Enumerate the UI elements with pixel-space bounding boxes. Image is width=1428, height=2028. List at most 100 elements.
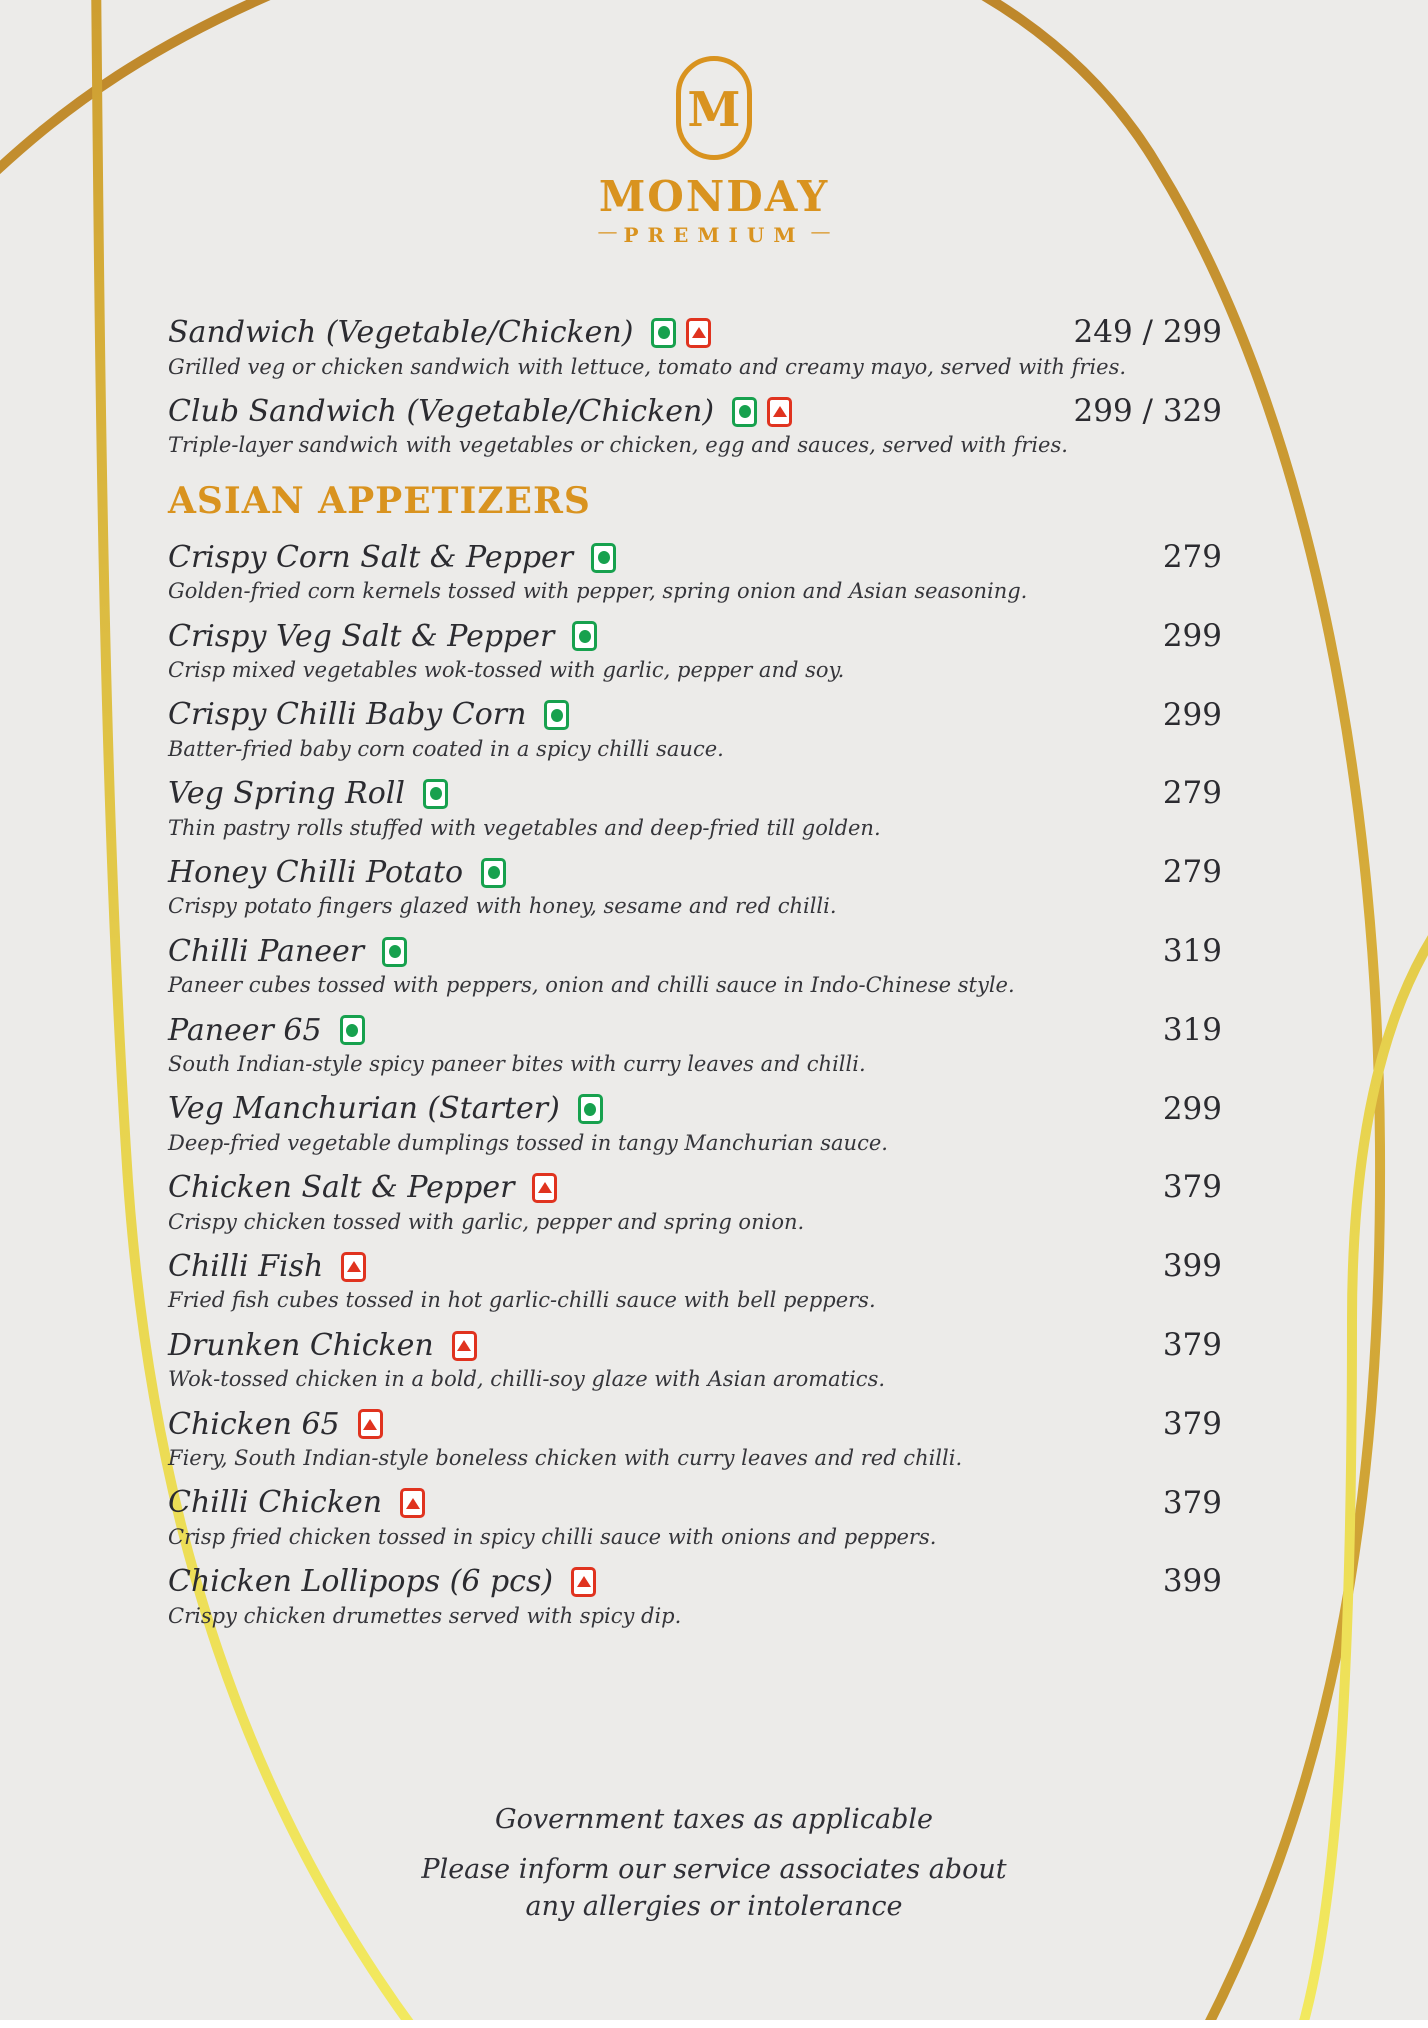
non-veg-triangle — [537, 1182, 552, 1194]
non-veg-triangle — [457, 1340, 472, 1351]
menu-item: Chilli Chicken 379 Crisp fried chicken t… — [168, 1484, 1222, 1551]
item-price: 379 — [1162, 1405, 1222, 1442]
item-price: 279 — [1162, 775, 1222, 812]
tagline-text: PREMIUM — [623, 223, 805, 247]
item-description: Crispy chicken tossed with garlic, peppe… — [168, 1209, 805, 1234]
menu-item: Veg Spring Roll 279 Thin pastry rolls st… — [168, 775, 1222, 842]
veg-dot — [584, 1102, 597, 1116]
veg-icon — [423, 778, 448, 809]
item-description: Crisp mixed vegetables wok-tossed with g… — [168, 658, 845, 683]
item-price: 299 — [1162, 1090, 1222, 1127]
menu-item-row: Paneer 65 319 — [168, 1012, 1222, 1050]
veg-icon — [591, 542, 617, 573]
menu-item-row: Chicken 65 379 — [168, 1406, 1222, 1444]
item-price: 379 — [1162, 1326, 1222, 1363]
diet-badges — [357, 1409, 383, 1440]
item-price: 299 / 329 — [1073, 392, 1223, 429]
veg-dot — [487, 866, 500, 880]
veg-dot — [346, 1023, 359, 1037]
menu-item-row: Veg Manchurian (Starter) 299 — [168, 1090, 1222, 1128]
diet-badges — [591, 542, 617, 573]
item-description: Crispy chicken drumettes served with spi… — [168, 1603, 682, 1628]
menu-section: Sandwich (Vegetable/Chicken) 249 / 299 G… — [168, 314, 1222, 460]
item-name: Paneer 65 — [168, 1012, 322, 1048]
item-description: Triple-layer sandwich with vegetables or… — [168, 433, 1068, 458]
brand-monogram-letter: M — [687, 82, 741, 138]
item-price: 319 — [1162, 932, 1222, 969]
item-name: Chilli Fish — [168, 1248, 324, 1284]
diet-badges — [544, 700, 570, 731]
non-veg-icon — [571, 1566, 597, 1597]
menu-item: Club Sandwich (Vegetable/Chicken) 299 / … — [168, 393, 1222, 460]
veg-icon — [481, 857, 507, 888]
diet-badges — [577, 1094, 603, 1125]
menu-item: Veg Manchurian (Starter) 299 Deep-fried … — [168, 1090, 1222, 1157]
veg-icon — [732, 396, 758, 427]
menu-item-row: Veg Spring Roll 279 — [168, 775, 1222, 813]
menu-item-row: Chicken Lollipops (6 pcs) 399 — [168, 1563, 1222, 1601]
menu-item-row: Crispy Corn Salt & Pepper 279 — [168, 539, 1222, 577]
item-name: Honey Chilli Potato — [168, 854, 464, 890]
item-name: Chilli Paneer — [168, 933, 365, 969]
item-name: Veg Spring Roll — [168, 776, 405, 812]
item-name: Crispy Corn Salt & Pepper — [168, 539, 574, 575]
tagline-left-dash: — — [597, 219, 618, 243]
item-name: Sandwich (Vegetable/Chicken) — [168, 315, 634, 350]
item-price: 399 — [1162, 1563, 1222, 1600]
diet-badges — [571, 1566, 597, 1597]
menu-item-row: Chilli Chicken 379 — [168, 1484, 1222, 1522]
item-name: Veg Manchurian (Starter) — [168, 1091, 560, 1127]
brand-tagline: — PREMIUM — — [0, 219, 1428, 247]
veg-dot — [738, 405, 751, 419]
diet-badges — [339, 1015, 365, 1046]
menu-item: Drunken Chicken 379 Wok-tossed chicken i… — [168, 1327, 1222, 1394]
veg-dot — [429, 787, 442, 801]
item-price: 299 — [1162, 617, 1222, 654]
diet-badges — [532, 1172, 558, 1203]
item-price: 379 — [1162, 1169, 1222, 1206]
diet-badges — [651, 317, 712, 348]
menu-item-row: Honey Chilli Potato 279 — [168, 854, 1222, 892]
diet-badges — [572, 621, 598, 652]
item-name: Crispy Veg Salt & Pepper — [168, 618, 555, 654]
veg-icon — [544, 700, 570, 731]
item-description: South Indian-style spicy paneer bites wi… — [168, 1052, 866, 1077]
menu-list: Sandwich (Vegetable/Chicken) 249 / 299 G… — [168, 300, 1222, 1642]
tax-note: Government taxes as applicable — [495, 1804, 933, 1835]
item-price: 299 — [1162, 696, 1222, 733]
item-price: 399 — [1162, 1248, 1222, 1285]
non-veg-triangle — [363, 1418, 378, 1430]
non-veg-icon — [767, 396, 793, 427]
diet-badges — [423, 778, 448, 809]
menu-section: ASIAN APPETIZERS Crispy Corn Salt & Pepp… — [168, 480, 1222, 1630]
non-veg-triangle — [576, 1576, 591, 1588]
non-veg-icon — [686, 317, 712, 348]
menu-item-row: Drunken Chicken 379 — [168, 1327, 1222, 1365]
veg-dot — [550, 708, 563, 722]
non-veg-triangle — [405, 1497, 420, 1509]
item-name: Chilli Chicken — [168, 1485, 383, 1521]
item-name: Drunken Chicken — [168, 1327, 434, 1363]
section-items: Sandwich (Vegetable/Chicken) 249 / 299 G… — [168, 314, 1222, 460]
menu-item-row: Club Sandwich (Vegetable/Chicken) 299 / … — [168, 393, 1222, 431]
diet-badges — [451, 1330, 477, 1361]
section-items: Crispy Corn Salt & Pepper 279 Golden-fri… — [168, 539, 1222, 1630]
menu-item-row: Chilli Fish 399 — [168, 1248, 1222, 1286]
brand-name: MONDAY — [598, 172, 830, 221]
diet-badges — [732, 396, 793, 427]
item-description: Golden-fried corn kernels tossed with pe… — [168, 579, 1028, 604]
veg-icon — [577, 1094, 603, 1125]
item-description: Paneer cubes tossed with peppers, onion … — [168, 973, 1015, 998]
non-veg-icon — [341, 1251, 367, 1282]
allergy-note: Please inform our service associates abo… — [0, 1852, 1428, 1925]
menu-item-row: Sandwich (Vegetable/Chicken) 249 / 299 — [168, 314, 1222, 352]
non-veg-triangle — [346, 1261, 361, 1273]
item-name: Chicken 65 — [168, 1406, 340, 1442]
item-description: Grilled veg or chicken sandwich with let… — [168, 354, 1127, 379]
item-price: 279 — [1162, 854, 1222, 891]
non-veg-icon — [532, 1172, 558, 1203]
menu-item: Paneer 65 319 South Indian-style spicy p… — [168, 1012, 1222, 1079]
menu-item-row: Chicken Salt & Pepper 379 — [168, 1169, 1222, 1207]
diet-badges — [382, 936, 408, 967]
